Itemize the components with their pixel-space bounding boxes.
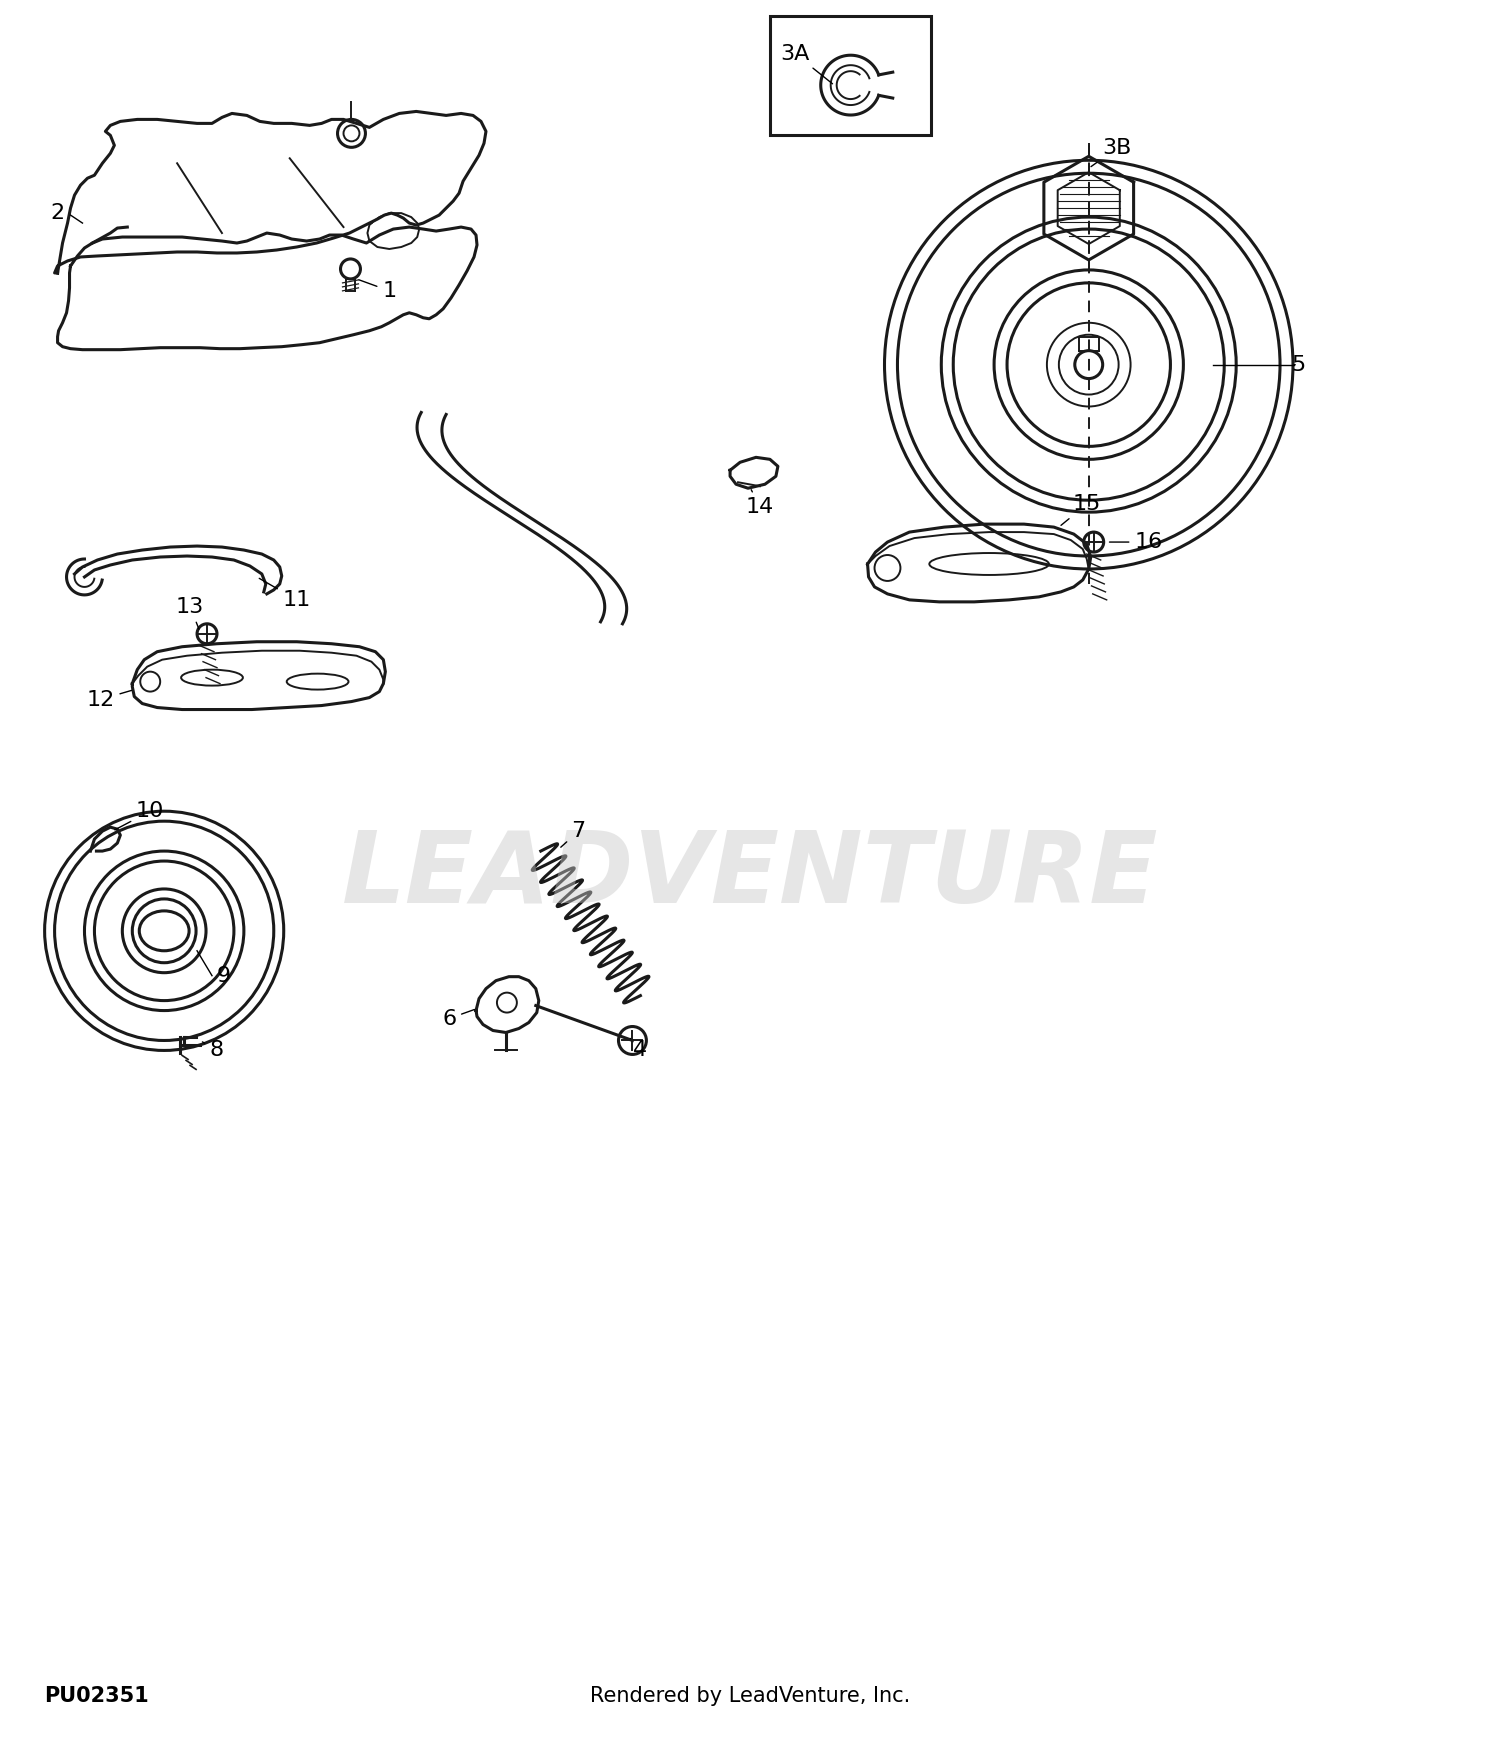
Text: 2: 2 (51, 203, 64, 222)
Text: 10: 10 (116, 802, 165, 830)
Text: 14: 14 (746, 490, 774, 517)
Text: 6: 6 (442, 1009, 474, 1028)
Text: 8: 8 (202, 1040, 223, 1061)
Text: LEADVENTURE: LEADVENTURE (342, 828, 1158, 925)
Text: Rendered by LeadVenture, Inc.: Rendered by LeadVenture, Inc. (590, 1686, 910, 1707)
Text: 15: 15 (1060, 494, 1101, 525)
Text: 5: 5 (1292, 355, 1305, 375)
Text: 7: 7 (561, 821, 585, 847)
Text: 12: 12 (87, 690, 132, 709)
Text: 3B: 3B (1090, 138, 1131, 166)
Text: 1: 1 (358, 280, 396, 301)
Text: 4: 4 (630, 1038, 648, 1061)
Bar (770, 16, 932, 135)
Text: PU02351: PU02351 (45, 1686, 150, 1707)
Text: 16: 16 (1110, 532, 1162, 552)
Text: 11: 11 (260, 578, 310, 609)
Text: 13: 13 (176, 597, 204, 629)
Text: 3A: 3A (780, 44, 832, 84)
Text: 9: 9 (217, 967, 231, 986)
